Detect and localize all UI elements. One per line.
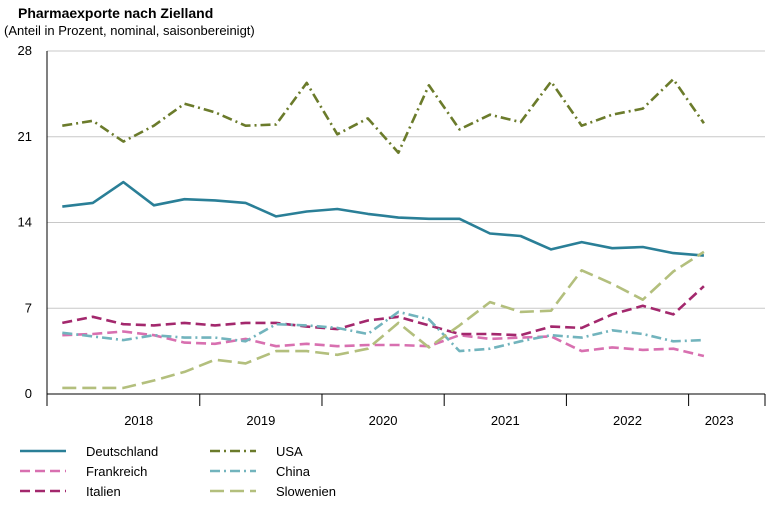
gridlines [47,50,765,309]
legend-label-italien: Italien [86,484,121,499]
series-lines [62,77,705,390]
series-line-slowenien [62,250,705,390]
series-line-china [62,310,704,353]
y-tick-label: 7 [25,300,32,315]
series-line-usa [62,77,705,154]
series-line-frankreich [62,330,705,358]
y-tick-label: 21 [18,129,32,144]
y-axis-ticks: 0 7 14 21 28 [18,43,32,401]
y-tick-label: 14 [18,215,32,230]
chart-subtitle: (Anteil in Prozent, nominal, saisonberei… [4,23,255,38]
series-line-italien [62,285,705,337]
y-tick-label: 0 [25,386,32,401]
chart-title: Pharmaexporte nach Zielland [18,5,213,21]
x-tick-label: 2021 [491,413,520,428]
x-axis: 2018 2019 2020 2021 2022 2023 [46,51,766,428]
legend-label-china: China [276,464,311,479]
legend-label-frankreich: Frankreich [86,464,147,479]
x-tick-label: 2019 [246,413,275,428]
series-line-deutschland [62,180,705,257]
x-tick-label: 2018 [124,413,153,428]
legend: Deutschland Frankreich Italien USA China Slow… [20,444,336,499]
legend-label-usa: USA [276,444,303,459]
x-tick-label: 2020 [369,413,398,428]
x-tick-label: 2023 [705,413,734,428]
x-tick-label: 2022 [613,413,642,428]
y-tick-label: 28 [18,43,32,58]
legend-label-deutschland: Deutschland [86,444,158,459]
legend-label-slowenien: Slowenien [276,484,336,499]
